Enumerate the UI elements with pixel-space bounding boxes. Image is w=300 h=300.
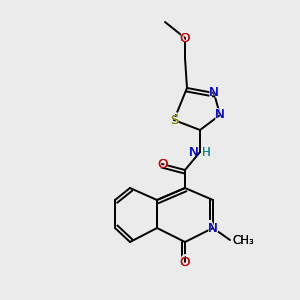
Text: N: N <box>188 146 198 158</box>
Text: O: O <box>179 254 191 269</box>
Text: S: S <box>170 113 178 127</box>
Text: O: O <box>156 157 168 172</box>
Text: O: O <box>180 256 190 268</box>
Text: N: N <box>215 109 225 122</box>
Text: N: N <box>207 220 219 236</box>
Text: O: O <box>157 158 167 170</box>
Text: N: N <box>208 221 218 235</box>
Text: O: O <box>180 32 190 44</box>
Text: CH₃: CH₃ <box>232 233 259 247</box>
Text: O: O <box>180 256 190 268</box>
Text: N: N <box>208 85 220 100</box>
Text: H: H <box>202 146 211 158</box>
Text: N: N <box>209 86 219 100</box>
Text: N: N <box>209 86 219 100</box>
Text: CH₃: CH₃ <box>232 233 254 247</box>
Text: H: H <box>202 146 211 158</box>
Text: O: O <box>179 31 191 46</box>
Text: N: N <box>214 107 226 122</box>
Text: N: N <box>188 146 198 158</box>
Text: N: N <box>186 145 198 160</box>
Text: O: O <box>157 158 167 170</box>
Text: N: N <box>215 109 225 122</box>
Text: S: S <box>169 112 179 128</box>
Text: O: O <box>180 32 190 44</box>
Text: S: S <box>170 113 178 127</box>
Text: CH₃: CH₃ <box>232 233 254 247</box>
Text: N: N <box>208 221 218 235</box>
